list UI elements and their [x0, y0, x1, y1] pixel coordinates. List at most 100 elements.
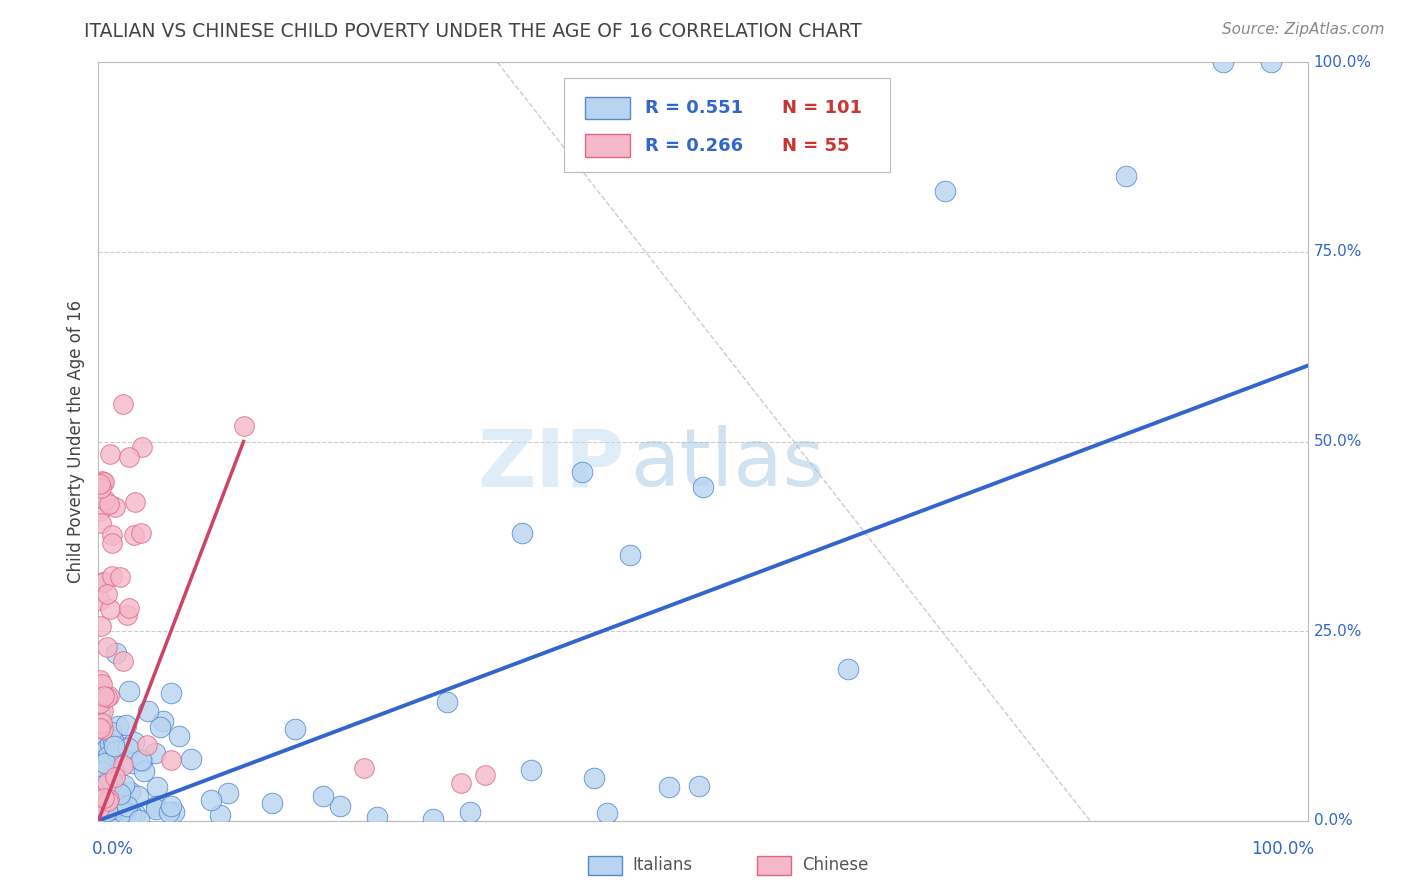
- Point: [422, 812, 444, 826]
- Point: [91, 722, 114, 736]
- Point: [97, 690, 120, 704]
- Point: [596, 805, 619, 820]
- Point: [436, 695, 458, 709]
- Point: [105, 646, 128, 660]
- Point: [94, 812, 117, 826]
- Point: [129, 753, 152, 767]
- Point: [163, 805, 186, 820]
- Point: [90, 715, 112, 730]
- FancyBboxPatch shape: [758, 856, 792, 875]
- Point: [450, 776, 472, 790]
- Point: [96, 690, 118, 704]
- Point: [519, 763, 541, 777]
- Point: [89, 730, 111, 744]
- Point: [934, 184, 956, 198]
- Point: [143, 747, 166, 761]
- Point: [90, 481, 112, 495]
- Point: [94, 492, 117, 507]
- Text: 0.0%: 0.0%: [1313, 814, 1353, 828]
- Point: [217, 786, 239, 800]
- Point: [104, 806, 127, 821]
- Point: [122, 735, 145, 749]
- Point: [97, 794, 120, 808]
- Point: [118, 450, 141, 464]
- Point: [127, 789, 149, 804]
- Point: [111, 758, 134, 772]
- Point: [94, 756, 117, 770]
- Point: [90, 619, 112, 633]
- Point: [98, 738, 121, 752]
- Point: [136, 704, 159, 718]
- Point: [89, 800, 111, 814]
- Point: [115, 718, 138, 732]
- Point: [101, 797, 124, 811]
- Y-axis label: Child Poverty Under the Age of 16: Child Poverty Under the Age of 16: [66, 300, 84, 583]
- Point: [96, 741, 118, 756]
- Point: [89, 763, 111, 777]
- Point: [105, 741, 128, 756]
- Point: [93, 786, 115, 800]
- Point: [284, 722, 307, 736]
- Point: [619, 548, 641, 563]
- Point: [180, 752, 202, 766]
- Point: [91, 676, 114, 690]
- Point: [117, 741, 139, 756]
- Point: [90, 516, 112, 530]
- Point: [160, 686, 183, 700]
- Point: [149, 720, 172, 734]
- Text: Source: ZipAtlas.com: Source: ZipAtlas.com: [1222, 22, 1385, 37]
- Point: [104, 770, 127, 784]
- Point: [89, 812, 111, 826]
- Point: [458, 805, 481, 819]
- Point: [110, 569, 132, 583]
- Point: [96, 804, 118, 818]
- Point: [152, 714, 174, 729]
- Point: [122, 528, 145, 542]
- Point: [160, 753, 183, 767]
- Point: [100, 807, 122, 822]
- Point: [112, 778, 135, 792]
- Point: [111, 396, 134, 410]
- Point: [89, 686, 111, 700]
- Point: [260, 797, 283, 811]
- Point: [108, 813, 131, 827]
- Point: [582, 771, 605, 785]
- Point: [93, 791, 115, 805]
- Point: [98, 787, 121, 801]
- Text: ZIP: ZIP: [477, 425, 624, 503]
- Text: 100.0%: 100.0%: [1313, 55, 1372, 70]
- Point: [329, 799, 352, 814]
- Point: [128, 813, 150, 827]
- Point: [118, 785, 141, 799]
- Point: [120, 807, 142, 822]
- Point: [101, 774, 124, 789]
- Point: [89, 673, 111, 687]
- Point: [96, 748, 118, 763]
- Text: R = 0.551: R = 0.551: [645, 99, 744, 117]
- Text: N = 101: N = 101: [782, 99, 862, 117]
- Point: [89, 705, 111, 719]
- Point: [688, 779, 710, 793]
- Point: [232, 419, 254, 434]
- Point: [124, 495, 146, 509]
- Text: 50.0%: 50.0%: [1313, 434, 1362, 449]
- Point: [91, 574, 114, 589]
- Point: [93, 575, 115, 590]
- Point: [200, 793, 222, 807]
- Point: [90, 474, 112, 488]
- Point: [93, 689, 115, 703]
- Point: [160, 798, 183, 813]
- Point: [105, 744, 128, 758]
- Point: [1115, 169, 1137, 184]
- Point: [103, 764, 125, 779]
- Point: [169, 729, 191, 743]
- Point: [1212, 55, 1234, 70]
- Point: [100, 725, 122, 739]
- Text: N = 55: N = 55: [782, 136, 849, 155]
- Text: atlas: atlas: [630, 425, 825, 503]
- Point: [115, 799, 138, 814]
- Point: [91, 764, 114, 779]
- Point: [129, 525, 152, 540]
- Point: [101, 785, 124, 799]
- Point: [97, 497, 120, 511]
